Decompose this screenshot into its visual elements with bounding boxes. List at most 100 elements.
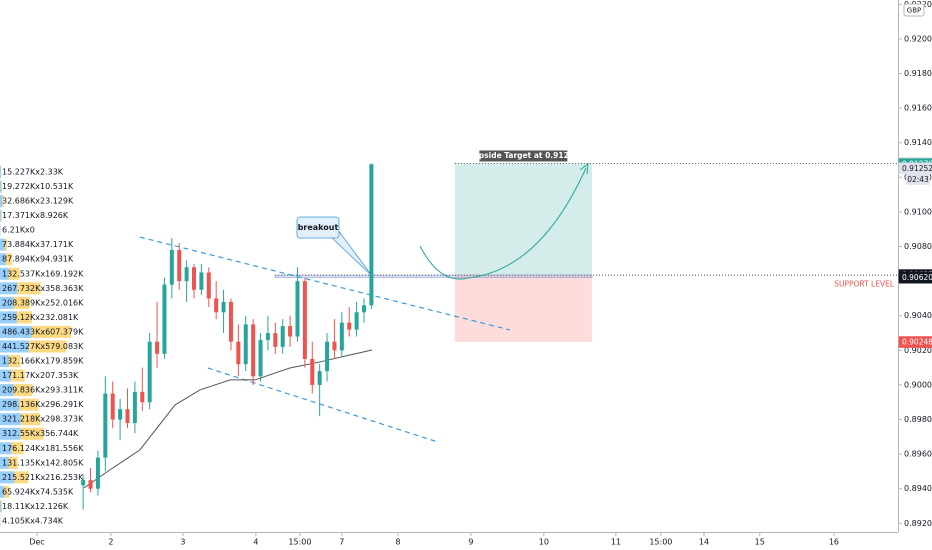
candle-body (192, 267, 197, 290)
candle-body (251, 324, 256, 377)
profile-label: 19.272Kx10.531K (2, 182, 74, 191)
profile-sell-bar (5, 253, 12, 266)
price-label-box (898, 336, 932, 348)
profile-sell-bar (19, 398, 39, 411)
countdown-box (906, 173, 930, 185)
price-label-box (898, 271, 932, 284)
profile-label: 132.537Kx169.192K (2, 269, 84, 278)
profile-label: 321.218Kx298.373K (2, 415, 84, 424)
candle-body (169, 249, 174, 285)
x-tick-label: 16 (829, 538, 839, 547)
profile-label: 171.17Kx207.353K (2, 371, 79, 380)
profile-label: 32.686Kx23.129K (2, 197, 74, 206)
price-label: 0.91252 (902, 164, 932, 173)
candle-body (221, 301, 226, 313)
candle-body (295, 281, 300, 337)
profile-sell-bar (11, 369, 25, 382)
countdown: 02:43 (907, 175, 929, 184)
x-tick-label: 10 (539, 538, 549, 547)
profile-sell-bar (1, 180, 2, 193)
candle-body (140, 391, 145, 403)
profile-buy-bar (0, 195, 3, 208)
profile-buy-bar (0, 485, 5, 498)
profile-sell-bar (1, 500, 2, 513)
candle-body (369, 164, 374, 306)
moving-average (83, 349, 373, 489)
candle-body (177, 249, 182, 282)
profile-sell-bar (13, 296, 30, 309)
trend-line (139, 236, 511, 331)
profile-sell-bar (13, 384, 33, 397)
profile-buy-bar (0, 369, 12, 382)
profile-sell-bar (20, 427, 44, 440)
candle-body (125, 409, 130, 424)
candle-body (332, 341, 337, 351)
profile-sell-bar (16, 311, 32, 324)
candle-body (103, 393, 108, 458)
profile-sell-bar (8, 456, 18, 469)
profile-buy-bar (0, 180, 2, 193)
profile-buy-bar (0, 398, 20, 411)
profile-label: 87.894Kx94.931K (2, 255, 74, 264)
stop-zone (454, 275, 592, 343)
profile-buy-bar (0, 166, 1, 178)
profile-label: 4.105Kx4.734K (2, 516, 64, 525)
candle-body (310, 358, 315, 385)
profile-buy-bar (0, 267, 9, 280)
candle-body (339, 322, 344, 351)
candle-body (147, 341, 152, 403)
candle-body (199, 272, 204, 290)
profile-label: 486.433Kx607.379K (2, 327, 84, 336)
price-label: 0.90620 (902, 273, 932, 282)
candle-body (184, 267, 189, 282)
profile-sell-bar (8, 355, 21, 368)
profile-label: 312.55Kx356.744K (2, 429, 79, 438)
profile-label: 267.732Kx358.363K (2, 284, 84, 293)
profile-label: 131.135Kx142.805K (2, 458, 84, 467)
profile-buy-bar (0, 413, 21, 426)
candle-body (118, 409, 123, 420)
profile-label: 209.836Kx293.311K (2, 386, 84, 395)
profile-label: 259.12Kx232.081K (2, 313, 79, 322)
x-tick-label: 15:00 (288, 538, 311, 547)
candle-body (265, 333, 270, 340)
candle-body (214, 298, 219, 313)
profile-buy-bar (0, 282, 18, 295)
x-tick-label: 11 (611, 538, 621, 547)
y-tick-label: 0.89200 (904, 519, 932, 528)
candle-body (132, 391, 137, 424)
profile-buy-bar (0, 311, 17, 324)
profile-buy-bar (0, 442, 12, 455)
profile-label: 208.389Kx252.016K (2, 298, 84, 307)
candle-body (88, 480, 93, 489)
x-tick-label: 4 (253, 538, 258, 547)
target-label-box (479, 150, 568, 162)
x-tick-label: 7 (339, 538, 344, 547)
candle-body (95, 457, 100, 489)
profile-buy-bar (0, 209, 2, 222)
candle-body (280, 326, 285, 347)
candle-body (347, 322, 352, 330)
x-tick-label: Dec (29, 538, 44, 547)
profile-sell-bar (17, 282, 41, 295)
x-tick-label: 15 (755, 538, 765, 547)
currency-box[interactable] (903, 3, 925, 17)
profile-sell-bar (14, 471, 29, 484)
profile-buy-bar (0, 500, 2, 513)
profile-buy-bar (0, 355, 9, 368)
profile-sell-bar (4, 485, 10, 498)
profile-label: 176.124Kx181.556K (2, 444, 84, 453)
profile-sell-bar (1, 209, 2, 222)
candle-body (288, 326, 293, 337)
projection-curve (419, 167, 587, 280)
